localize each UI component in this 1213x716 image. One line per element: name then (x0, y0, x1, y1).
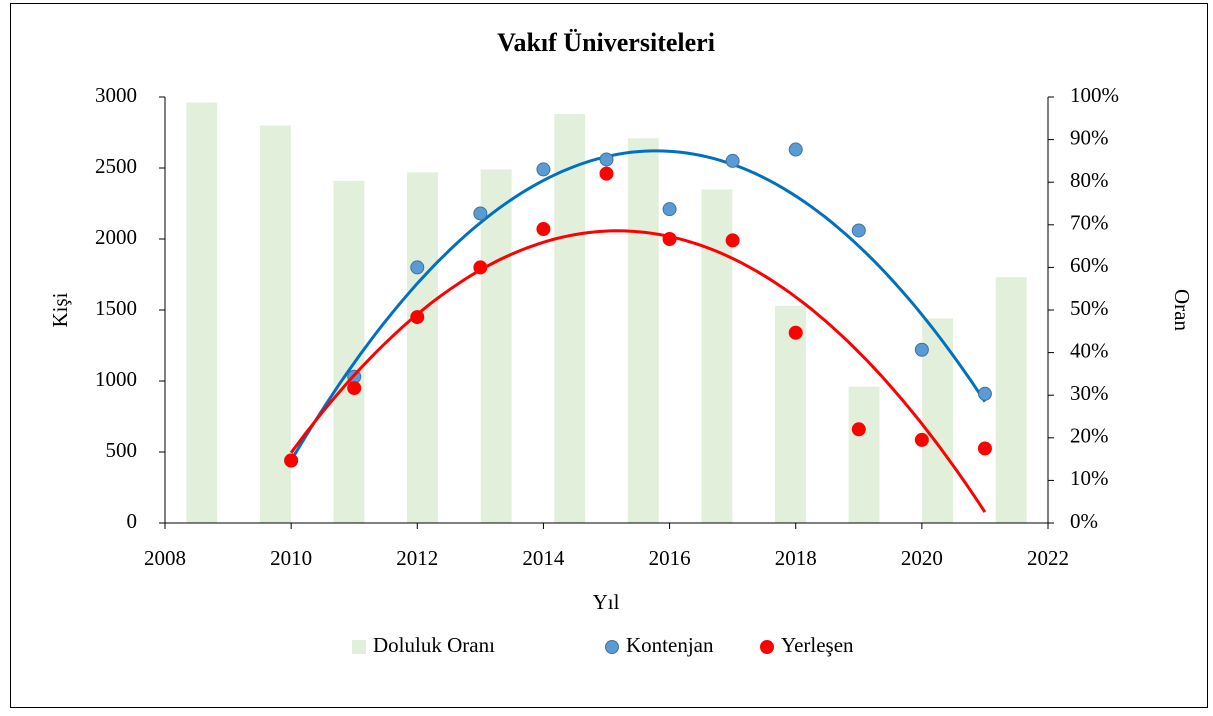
x-tick-label: 2020 (901, 546, 943, 570)
y-tick-label: 500 (106, 438, 138, 462)
y2-tick-label: 50% (1070, 296, 1109, 320)
y2-tick-label: 0% (1070, 509, 1098, 533)
y2-tick-label: 20% (1070, 424, 1109, 448)
point (977, 386, 992, 401)
point (788, 325, 803, 340)
point (410, 310, 425, 325)
legend-swatch (352, 640, 366, 654)
bar (333, 180, 365, 523)
trendline (289, 149, 987, 462)
x-tick-label: 2016 (649, 546, 691, 570)
point (410, 260, 425, 275)
bar (554, 114, 586, 523)
y2-tick-label: 100% (1070, 83, 1119, 107)
y2-tick-label: 80% (1070, 168, 1109, 192)
point (851, 223, 866, 238)
y-tick-label: 0 (127, 509, 138, 533)
y-tick-label: 1500 (95, 296, 137, 320)
bar (775, 305, 806, 523)
point (599, 152, 614, 167)
y2-axis-label: Oran (1170, 289, 1194, 331)
y-tick-label: 3000 (95, 83, 137, 107)
bar (848, 386, 880, 523)
point (536, 162, 551, 177)
y-tick-label: 1000 (95, 367, 137, 391)
y-tick-label: 2500 (95, 154, 137, 178)
point (914, 432, 929, 447)
y2-tick-label: 70% (1070, 211, 1109, 235)
x-tick-label: 2008 (144, 546, 186, 570)
x-tick-label: 2022 (1027, 546, 1069, 570)
legend-swatch (760, 640, 774, 654)
y-tick-label: 2000 (95, 225, 137, 249)
y2-tick-label: 30% (1070, 381, 1109, 405)
legend-label: Doluluk Oranı (373, 633, 495, 657)
x-tick-label: 2012 (396, 546, 438, 570)
point (977, 441, 992, 456)
legend-label: Kontenjan (626, 633, 714, 657)
x-tick-label: 2014 (522, 546, 565, 570)
point (473, 206, 488, 221)
point (851, 422, 866, 437)
bar (627, 138, 659, 523)
point (788, 142, 803, 157)
point (473, 260, 488, 275)
y2-tick-label: 40% (1070, 338, 1109, 362)
y2-tick-label: 60% (1070, 253, 1109, 277)
point (914, 342, 929, 357)
point (725, 233, 740, 248)
point (347, 381, 362, 396)
bar (407, 172, 438, 524)
point (725, 153, 740, 168)
point (662, 202, 677, 217)
legend-label: Yerleşen (781, 633, 854, 657)
y-axis-label: Kişi (48, 292, 72, 327)
point (284, 453, 299, 468)
x-tick-label: 2010 (270, 546, 312, 570)
trendline (289, 229, 987, 513)
point (662, 232, 677, 246)
bar (480, 169, 512, 524)
bar (995, 277, 1027, 523)
bar (186, 102, 218, 524)
y2-tick-label: 10% (1070, 466, 1109, 490)
y2-tick-label: 90% (1070, 125, 1109, 149)
chart-title: Vakıf Üniversiteleri (497, 28, 715, 57)
bar (701, 189, 733, 523)
x-axis-label: Yıl (593, 590, 620, 614)
x-tick-label: 2018 (775, 546, 817, 570)
legend-swatch (605, 640, 619, 654)
point (536, 222, 551, 237)
point (599, 166, 614, 181)
